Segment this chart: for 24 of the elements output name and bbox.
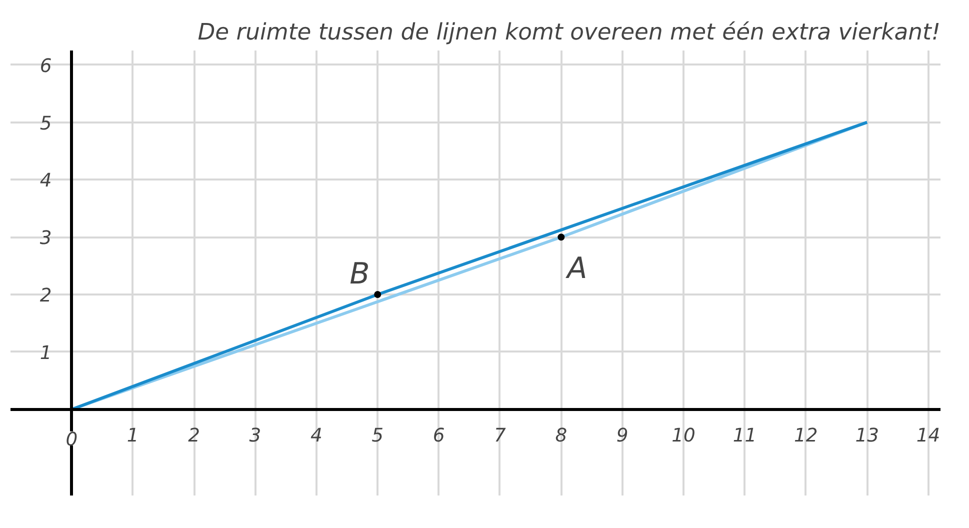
annotation: A — [565, 251, 588, 286]
x-tick-label: 9 — [616, 425, 628, 446]
y-tick-label: 6 — [40, 56, 52, 77]
chart-title: De ruimte tussen de lijnen komt overeen met één extra vierkant! — [198, 20, 940, 46]
x-tick-label: 5 — [372, 425, 384, 446]
y-tick-label: 3 — [40, 228, 52, 250]
annotation: B — [350, 256, 370, 291]
x-tick-label: 2 — [188, 425, 200, 446]
x-tick-label: 13 — [855, 425, 879, 446]
x-tick-label: 4 — [310, 425, 322, 446]
x-tick-label: 1 — [126, 425, 139, 446]
x-tick-label: 6 — [432, 425, 445, 446]
x-tick-label: 12 — [794, 425, 818, 446]
y-tick-label: 1 — [40, 342, 52, 364]
x-tick-label: 14 — [916, 425, 940, 446]
x-tick-label: 3 — [249, 425, 262, 446]
x-tick-label: 8 — [555, 425, 568, 446]
x-tick-label: 11 — [732, 425, 757, 446]
x-tick-label: 10 — [672, 425, 696, 446]
y-tick-label: 4 — [40, 170, 52, 192]
y-tick-label: 2 — [40, 286, 52, 307]
x-tick-label: 0 — [66, 429, 78, 450]
y-tick-label: 5 — [40, 113, 52, 134]
x-tick-label: 7 — [494, 425, 506, 446]
